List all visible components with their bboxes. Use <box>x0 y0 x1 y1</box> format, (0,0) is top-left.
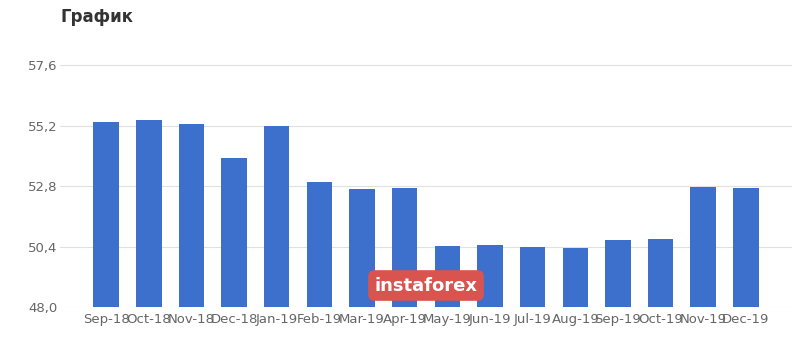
Bar <box>605 240 630 307</box>
Bar <box>222 157 247 307</box>
Bar <box>136 120 162 307</box>
Bar <box>520 247 546 307</box>
Bar <box>306 181 332 307</box>
Bar <box>178 124 204 307</box>
Text: График: График <box>60 8 133 26</box>
Bar <box>733 189 758 307</box>
Text: instaforex: instaforex <box>374 276 478 294</box>
Bar <box>350 189 375 307</box>
Bar <box>392 187 418 307</box>
Bar <box>434 246 460 307</box>
Bar <box>690 187 716 307</box>
Bar <box>477 245 502 307</box>
Bar <box>264 126 290 307</box>
Bar <box>94 121 119 307</box>
Bar <box>648 239 674 307</box>
Bar <box>562 249 588 307</box>
